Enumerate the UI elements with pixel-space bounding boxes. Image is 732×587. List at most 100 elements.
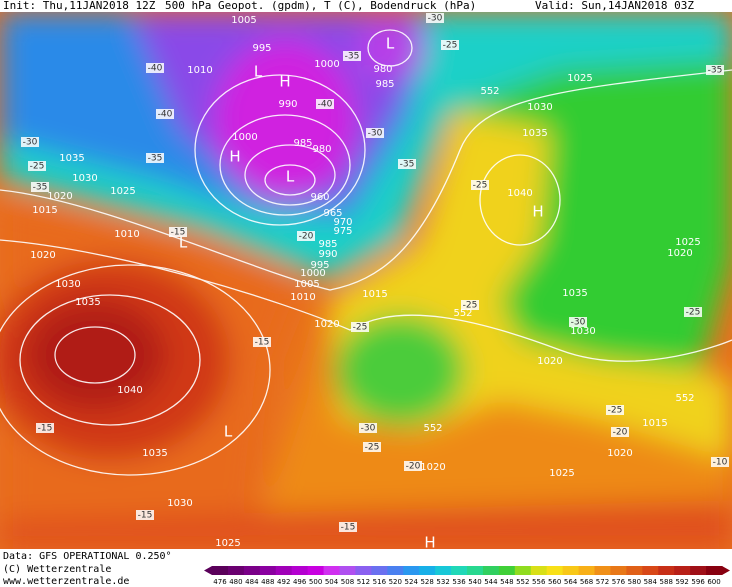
isobar-label: 1020	[667, 248, 692, 259]
temperature-label-box	[316, 99, 334, 109]
colorbar-swatch	[674, 566, 691, 575]
isobar-label: 552	[423, 423, 442, 434]
colorbar-swatch	[243, 566, 261, 575]
isobar-label: 1040	[507, 188, 532, 199]
map-field	[0, 12, 732, 549]
colorbar-label: 568	[580, 578, 593, 586]
colorbar-swatch	[227, 566, 245, 575]
isobar-label: 980	[373, 64, 392, 75]
colorbar-swatch	[435, 566, 452, 575]
colorbar-label: 512	[357, 578, 370, 586]
temperature-label-box	[146, 153, 164, 163]
temperature-label: -30	[571, 318, 586, 328]
colorbar-swatch	[323, 566, 340, 575]
colorbar-swatch	[546, 566, 564, 575]
colorbar-label: 596	[691, 578, 705, 586]
isobar-label: 1010	[187, 65, 212, 76]
colorbar-swatch	[498, 566, 516, 575]
colorbar-swatch	[259, 566, 277, 575]
isobar-label: 1035	[142, 448, 167, 459]
temperature-label: -25	[443, 41, 458, 51]
temperature-label-box	[136, 510, 154, 520]
temperature-label: -15	[171, 228, 186, 238]
temperature-label-box	[366, 128, 384, 138]
colorbar-swatch	[467, 566, 484, 575]
temperature-label-box	[684, 307, 702, 317]
colorbar-label: 544	[484, 578, 498, 586]
temperature-label: -15	[255, 338, 270, 348]
isobar-label: 1010	[290, 292, 315, 303]
pressure-center: L	[386, 35, 395, 53]
isobar-label: 985	[293, 138, 312, 149]
temperature-label: -25	[608, 406, 623, 416]
isobar-label: 995	[310, 260, 329, 271]
isobar-label: 1025	[110, 186, 135, 197]
colorbar-swatch	[291, 566, 309, 575]
isobar-label: 1000	[314, 59, 339, 70]
isobar-label: 1005	[231, 15, 256, 26]
temperature-label: -25	[353, 323, 368, 333]
colorbar-swatch	[451, 566, 468, 575]
isobar-label: 552	[675, 393, 694, 404]
colorbar-swatch	[419, 566, 436, 575]
temperature-label-box	[28, 161, 46, 171]
pressure-center: L	[224, 423, 233, 441]
temperature-label-box	[339, 522, 357, 532]
temperature-label: -30	[368, 129, 383, 139]
temperature-label-box	[36, 423, 54, 433]
colorbar: 476 480 484 488 492 496 500 504 508 512 516 520 524 5…	[204, 566, 730, 586]
isobar-label: 965	[323, 208, 342, 219]
pressure-center: L	[179, 234, 188, 252]
isobar-label: 1030	[55, 279, 80, 290]
colorbar-label: 560	[548, 578, 561, 586]
colorbar-label: 492	[277, 578, 290, 586]
temperature-label: -25	[473, 181, 488, 191]
isobar-label: 1030	[527, 102, 552, 113]
colorbar-label: 588	[660, 578, 673, 586]
colorbar-swatch	[355, 566, 372, 575]
temperature-label-box	[169, 227, 187, 237]
colorbar-label: 484	[245, 578, 259, 586]
temperature-label-box	[297, 231, 315, 241]
isobar-label: 1000	[232, 132, 257, 143]
map-labels: 1005995101010009901000985980960965970975…	[21, 13, 729, 552]
temperature-label-box	[606, 405, 624, 415]
colorbar-label: 536	[452, 578, 466, 586]
temperature-label: -35	[148, 154, 163, 164]
isobar-label: 1015	[32, 205, 57, 216]
colorbar-label: 584	[644, 578, 658, 586]
isobar-label: 552	[453, 308, 472, 319]
colorbar-swatch	[642, 566, 659, 575]
isobar-label: 980	[312, 144, 331, 155]
temperature-label: -35	[345, 52, 360, 62]
isobar-label: 995	[252, 43, 271, 54]
temperature-label-box	[441, 40, 459, 50]
colorbar-swatch	[307, 566, 325, 575]
isobar-label: 552	[480, 86, 499, 97]
isobar-label: 1020	[314, 319, 339, 330]
colorbar-swatch	[212, 566, 229, 575]
temperature-label-box	[398, 159, 416, 169]
isobar-label: 1000	[300, 268, 325, 279]
isobar-label: 970	[333, 217, 352, 228]
colorbar-label: 508	[341, 578, 354, 586]
isobar-label: 1040	[117, 385, 142, 396]
temperature-label-box	[156, 109, 174, 119]
colorbar-label: 532	[436, 578, 449, 586]
colorbar-swatch	[610, 566, 627, 575]
colorbar-label: 528	[420, 578, 433, 586]
temperature-label-box	[404, 461, 422, 471]
isobar-label: 1035	[562, 288, 587, 299]
isobar-label: 1005	[294, 279, 319, 290]
isobar-label: 1030	[570, 326, 595, 337]
temperature-label: -30	[361, 424, 376, 434]
colorbar-swatch	[690, 566, 707, 575]
temperature-label-box	[461, 300, 479, 310]
pressure-center: L	[286, 168, 295, 186]
temperature-label: -15	[138, 511, 153, 521]
isobar-label: 1035	[522, 128, 547, 139]
temperature-label-box	[253, 337, 271, 347]
isobar-label: 1020	[537, 356, 562, 367]
colorbar-swatch	[514, 566, 532, 575]
